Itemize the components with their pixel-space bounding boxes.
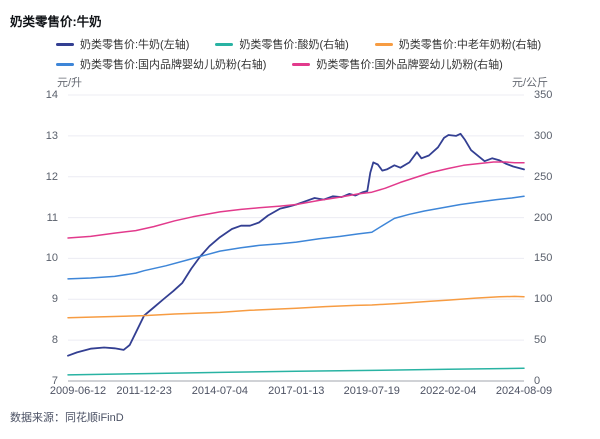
- legend-item[interactable]: 奶类零售价:牛奶(左轴): [56, 36, 189, 52]
- x-axis-tick: 2009-06-12: [49, 385, 107, 397]
- series-line-2: [67, 295, 525, 319]
- left-axis-tick: 14: [45, 89, 58, 101]
- x-axis-tick: 2019-07-19: [343, 385, 400, 397]
- series-line-4: [67, 161, 525, 239]
- x-axis-tick: 2011-12-23: [116, 385, 172, 397]
- legend-swatch-icon: [374, 42, 393, 46]
- legend-row: 奶类零售价:国内品牌婴幼儿奶粉(右轴) 奶类零售价:国外品牌婴幼儿奶粉(右轴): [56, 56, 541, 72]
- legend-swatch-icon: [215, 42, 234, 46]
- right-axis-tick: 250: [534, 170, 553, 183]
- left-axis-tick: 13: [45, 129, 58, 142]
- x-axis-tick: 2024-08-09: [495, 385, 553, 397]
- legend-item[interactable]: 奶类零售价:国外品牌婴幼儿奶粉(右轴): [292, 56, 503, 72]
- right-axis-unit: 元/公斤: [512, 77, 549, 89]
- left-axis-tick: 8: [51, 334, 58, 347]
- right-axis-tick: 0: [534, 375, 541, 387]
- legend-label: 奶类零售价:酸奶(右轴): [239, 39, 349, 51]
- series-line-1: [67, 367, 525, 376]
- right-axis-tick: 100: [534, 293, 553, 306]
- legend-swatch-icon: [292, 62, 311, 66]
- right-axis-tick: 350: [534, 89, 553, 101]
- legend-item[interactable]: 奶类零售价:国内品牌婴幼儿奶粉(右轴): [56, 56, 266, 72]
- legend-swatch-icon: [56, 62, 74, 66]
- legend-label: 奶类零售价:国外品牌婴幼儿奶粉(右轴): [316, 59, 503, 71]
- right-axis-tick: 200: [534, 211, 553, 224]
- chart-title: 奶类零售价:牛奶: [10, 15, 102, 29]
- left-axis-tick: 10: [45, 252, 58, 265]
- series-line-3: [67, 195, 525, 280]
- data-source-note: 数据来源：同花顺iFinD: [10, 412, 124, 424]
- left-axis-unit: 元/升: [57, 77, 83, 89]
- right-axis-tick: 300: [534, 129, 553, 142]
- left-axis-tick: 7: [51, 375, 58, 387]
- left-axis-tick: 9: [51, 293, 58, 306]
- x-axis-tick: 2014-07-04: [191, 385, 249, 397]
- legend-label: 奶类零售价:中老年奶粉(右轴): [398, 39, 542, 51]
- x-axis-tick: 2017-01-13: [268, 385, 325, 397]
- legend-row: 奶类零售价:牛奶(左轴) 奶类零售价:酸奶(右轴) 奶类零售价:中老年奶粉(右轴): [56, 36, 541, 52]
- x-axis-tick: 2022-02-04: [420, 385, 477, 397]
- legend-swatch-icon: [56, 42, 74, 46]
- left-axis-tick: 12: [45, 170, 58, 183]
- legend-label: 奶类零售价:牛奶(左轴): [80, 39, 190, 51]
- legend: 奶类零售价:牛奶(左轴) 奶类零售价:酸奶(右轴) 奶类零售价:中老年奶粉(右轴) 奶…: [56, 36, 541, 72]
- legend-item[interactable]: 奶类零售价:酸奶(右轴): [215, 36, 349, 52]
- legend-item[interactable]: 奶类零售价:中老年奶粉(右轴): [374, 36, 542, 52]
- right-axis-tick: 150: [534, 252, 553, 265]
- legend-label: 奶类零售价:国内品牌婴幼儿奶粉(右轴): [80, 59, 267, 71]
- left-axis-tick: 11: [46, 211, 58, 224]
- right-axis-tick: 50: [534, 334, 547, 347]
